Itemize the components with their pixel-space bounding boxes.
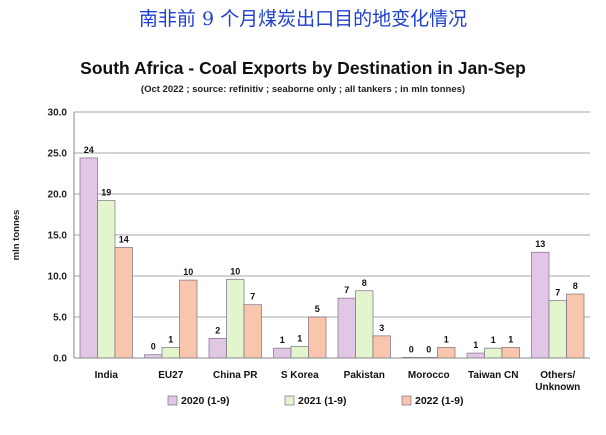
legend-label: 2021 (1-9) (298, 395, 346, 407)
category-label: Pakistan (344, 370, 385, 381)
bar (226, 278, 245, 359)
bar (355, 290, 374, 359)
category-label: India (95, 370, 119, 381)
data-label: 1 (473, 340, 478, 350)
bar (97, 200, 116, 359)
category-label: Unknown (535, 382, 580, 393)
bars (79, 157, 585, 359)
legend-label: 2022 (1-9) (415, 395, 463, 407)
bar (79, 157, 98, 359)
category-label: China PR (213, 370, 258, 381)
data-label: 13 (535, 239, 545, 249)
y-axis-title: mln tonnes (11, 210, 22, 261)
bar (531, 251, 550, 359)
data-label: 1 (491, 335, 496, 345)
bar (466, 352, 485, 359)
bar (208, 337, 227, 359)
data-label: 7 (344, 285, 349, 295)
data-label: 8 (362, 278, 367, 288)
axes (73, 112, 590, 359)
bar (179, 279, 198, 359)
data-label: 1 (168, 334, 173, 344)
data-label: 24 (84, 145, 94, 155)
y-tick-label: 30.0 (48, 108, 68, 119)
data-label: 0 (151, 342, 156, 352)
data-label: 1 (444, 334, 449, 344)
category-label: S Korea (281, 370, 319, 381)
chart-title: South Africa - Coal Exports by Destinati… (80, 58, 526, 78)
bar (114, 246, 133, 359)
legend-swatch (284, 395, 295, 406)
data-label: 7 (250, 292, 255, 302)
data-label: 0 (426, 344, 431, 354)
page-heading-cn: 南非前 9 个月煤炭出口目的地变化情况 (138, 8, 468, 30)
labels: 0.0 5.0 10.0 15.0 20.0 25.0 30.0 mln tonnes 24 0 2… (11, 108, 580, 394)
data-label: 14 (119, 234, 129, 244)
data-label: 8 (573, 281, 578, 291)
data-label: 3 (379, 323, 384, 333)
data-label: 2 (215, 325, 220, 335)
y-tick-label: 25.0 (48, 149, 68, 160)
data-label: 5 (315, 304, 320, 314)
bar (161, 346, 180, 359)
bar (484, 347, 503, 359)
bar (290, 346, 309, 359)
bar (243, 304, 262, 359)
y-tick-label: 5.0 (53, 313, 67, 324)
data-label: 10 (230, 266, 240, 276)
bar (372, 335, 391, 359)
category-label: Others/ (540, 370, 575, 381)
data-label: 1 (297, 334, 302, 344)
data-label: 7 (555, 288, 560, 298)
data-label: 1 (280, 335, 285, 345)
y-tick-label: 20.0 (48, 190, 68, 201)
y-tick-label: 10.0 (48, 272, 68, 283)
legend: 2020 (1-9) 2021 (1-9) 2022 (1-9) (167, 395, 463, 407)
data-label: 0 (409, 344, 414, 354)
legend-swatch (401, 395, 412, 406)
y-tick-label: 0.0 (53, 354, 67, 365)
data-label: 10 (183, 267, 193, 277)
bar (548, 300, 567, 359)
bar (308, 316, 327, 359)
bar (273, 347, 292, 359)
category-label: EU27 (158, 370, 183, 381)
bar (437, 346, 456, 359)
bar (501, 346, 520, 359)
gridlines (74, 111, 590, 318)
category-label: Morocco (408, 370, 450, 381)
legend-label: 2020 (1-9) (181, 395, 229, 407)
chart-subtitle: (Oct 2022 ; source: refinitiv ; seaborne… (140, 84, 466, 95)
data-label: 1 (508, 334, 513, 344)
data-label: 19 (101, 188, 111, 198)
legend-swatch (167, 395, 178, 406)
y-tick-label: 15.0 (48, 231, 68, 242)
bar (337, 297, 356, 359)
bar (566, 293, 585, 359)
category-label: Taiwan CN (468, 370, 518, 381)
